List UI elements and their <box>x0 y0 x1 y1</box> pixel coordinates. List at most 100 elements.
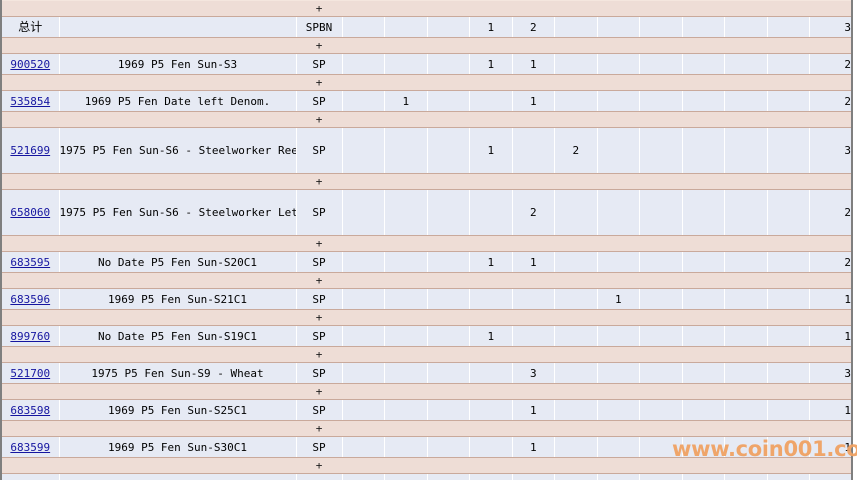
expand-toggle[interactable]: + <box>296 346 342 363</box>
expand-toggle[interactable]: + <box>296 173 342 190</box>
cert-number-link[interactable]: 683595 <box>0 251 60 273</box>
grade-count-cell: 1 <box>469 127 513 174</box>
grade-count-cell <box>469 436 513 458</box>
grade-count-cell <box>554 90 598 112</box>
grade-count-cell <box>682 127 725 174</box>
grade-count-cell <box>384 189 428 236</box>
cert-number-link[interactable]: 683599 <box>0 436 60 458</box>
grade-count-cell <box>384 399 428 421</box>
separator-left-pad <box>0 111 59 128</box>
grade-count-cell <box>427 325 470 347</box>
cert-number-link[interactable]: 521699 <box>0 127 60 174</box>
grade-count-cell <box>597 127 640 174</box>
expand-toggle[interactable]: + <box>296 383 342 400</box>
grade-count-cell <box>384 436 428 458</box>
expand-toggle[interactable]: + <box>296 74 342 91</box>
cert-number-anchor[interactable]: 683595 <box>10 255 51 269</box>
grade-count-cell: 1 <box>469 16 513 38</box>
expand-toggle[interactable]: + <box>296 457 342 474</box>
separator-row: + <box>0 346 852 363</box>
grade-count-cell <box>554 189 598 236</box>
row-total: 2 <box>809 90 853 112</box>
grade-count-cell <box>597 325 640 347</box>
expand-toggle[interactable]: + <box>296 309 342 326</box>
cert-number-anchor[interactable]: 683602 <box>10 478 50 480</box>
cert-number-anchor[interactable]: 900520 <box>10 57 51 71</box>
separator-right-pad <box>342 457 852 474</box>
grade-count-cell <box>682 362 725 384</box>
cert-number-anchor[interactable]: 899760 <box>10 329 51 343</box>
table-row: 683595 No Date P5 Fen Sun-S20C1 SP 1 1 2 <box>0 251 853 273</box>
cert-number-link[interactable]: 535854 <box>0 90 60 112</box>
separator-desc-pad <box>59 111 296 128</box>
expand-toggle[interactable]: + <box>296 0 342 17</box>
row-total: 1 <box>809 436 853 458</box>
grade-count-cell <box>427 251 470 273</box>
cert-number-link[interactable]: 899760 <box>0 325 60 347</box>
separator-desc-pad <box>59 235 296 252</box>
grade-count-cell <box>767 362 810 384</box>
separator-left-pad <box>0 0 59 17</box>
grade-count-cell <box>639 288 683 310</box>
separator-desc-pad <box>59 346 296 363</box>
cert-number-anchor[interactable]: 683596 <box>10 292 51 306</box>
cert-number-link[interactable]: 683598 <box>0 399 60 421</box>
grade-designation: SP <box>296 53 343 75</box>
cert-number-anchor[interactable]: 683598 <box>10 403 51 417</box>
cert-number-link[interactable]: 658060 <box>0 189 60 236</box>
grade-count-cell <box>682 189 725 236</box>
grade-count-cell <box>682 436 725 458</box>
cert-number-anchor[interactable]: 683599 <box>10 440 51 454</box>
grade-count-cell <box>639 53 683 75</box>
separator-desc-pad <box>59 37 296 54</box>
table-row: 535854 1969 P5 Fen Date left Denom. SP 1 1 2 <box>0 90 853 112</box>
grade-designation: SPBN <box>296 473 343 480</box>
grade-designation: SP <box>296 362 343 384</box>
table-row: 900520 1969 P5 Fen Sun-S3 SP 1 1 2 <box>0 53 853 75</box>
table-row: 683599 1969 P5 Fen Sun-S30C1 SP 1 1 <box>0 436 853 458</box>
grade-count-cell <box>342 362 385 384</box>
grade-count-cell <box>724 251 768 273</box>
cert-number-link[interactable]: 683596 <box>0 288 60 310</box>
cert-number-anchor[interactable]: 658060 <box>10 206 51 219</box>
expand-toggle[interactable]: + <box>296 420 342 437</box>
cert-number-anchor[interactable]: 521699 <box>10 144 51 157</box>
expand-toggle[interactable]: + <box>296 235 342 252</box>
table-row: 899760 No Date P5 Fen Sun-S19C1 SP 1 1 <box>0 325 853 347</box>
grade-count-cell <box>427 288 470 310</box>
separator-right-pad <box>342 37 852 54</box>
expand-toggle[interactable]: + <box>296 111 342 128</box>
grade-designation: SP <box>296 127 343 174</box>
cert-number-anchor[interactable]: 521700 <box>10 366 51 380</box>
grade-count-cell <box>682 288 725 310</box>
separator-row: + <box>0 173 852 190</box>
grade-count-cell <box>342 189 385 236</box>
cert-number-link[interactable]: 683602 <box>0 473 60 480</box>
grade-count-cell <box>512 288 555 310</box>
separator-left-pad <box>0 309 59 326</box>
grade-count-cell <box>767 473 810 480</box>
grade-count-cell <box>384 362 428 384</box>
separator-left-pad <box>0 74 59 91</box>
grade-count-cell <box>682 325 725 347</box>
expand-toggle[interactable]: + <box>296 272 342 289</box>
cert-number-link[interactable]: 521700 <box>0 362 60 384</box>
grade-count-cell <box>724 127 768 174</box>
cert-number-link[interactable]: 900520 <box>0 53 60 75</box>
cert-number-anchor[interactable]: 535854 <box>10 94 51 108</box>
grade-count-cell <box>767 127 810 174</box>
coin-description: 1969 P5 Fen Sun-S25C1 <box>59 399 297 421</box>
separator-right-pad <box>342 74 852 91</box>
grade-count-cell <box>554 251 598 273</box>
grade-count-cell <box>554 473 598 480</box>
separator-row: + <box>0 457 852 474</box>
separator-right-pad <box>342 420 852 437</box>
grade-count-cell <box>342 288 385 310</box>
expand-toggle[interactable]: + <box>296 37 342 54</box>
table-row: 521699 1975 P5 Fen Sun-S6 - Steelworker R… <box>0 127 853 174</box>
row-total: 2 <box>809 53 853 75</box>
grade-count-cell: 1 <box>597 288 640 310</box>
grade-count-cell <box>427 90 470 112</box>
grade-count-cell <box>597 189 640 236</box>
